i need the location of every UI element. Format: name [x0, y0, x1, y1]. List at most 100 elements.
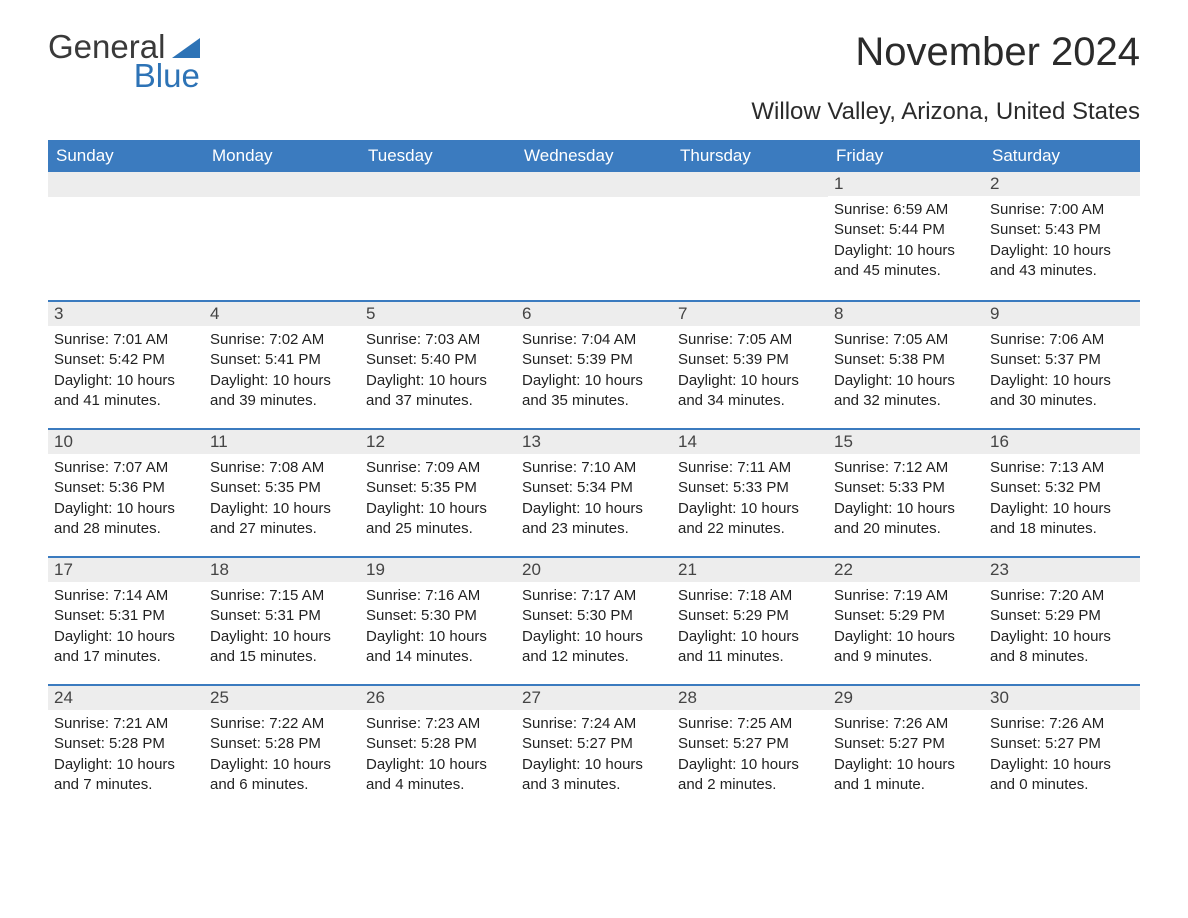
- weekday-header: Monday: [204, 140, 360, 172]
- day-details: Sunrise: 7:21 AMSunset: 5:28 PMDaylight:…: [48, 710, 204, 803]
- day-details: Sunrise: 7:19 AMSunset: 5:29 PMDaylight:…: [828, 582, 984, 675]
- sunset-label: Sunset: 5:27 PM: [522, 734, 666, 754]
- sunset-label: Sunset: 5:27 PM: [678, 734, 822, 754]
- daylight-label2: and 34 minutes.: [678, 391, 822, 411]
- sunset-label: Sunset: 5:28 PM: [54, 734, 198, 754]
- day-cell: 5Sunrise: 7:03 AMSunset: 5:40 PMDaylight…: [360, 302, 516, 428]
- day-details: Sunrise: 7:14 AMSunset: 5:31 PMDaylight:…: [48, 582, 204, 675]
- day-details: Sunrise: 7:02 AMSunset: 5:41 PMDaylight:…: [204, 326, 360, 419]
- day-details: Sunrise: 7:26 AMSunset: 5:27 PMDaylight:…: [828, 710, 984, 803]
- sunset-label: Sunset: 5:30 PM: [522, 606, 666, 626]
- daylight-label2: and 43 minutes.: [990, 261, 1134, 281]
- week-row: 1Sunrise: 6:59 AMSunset: 5:44 PMDaylight…: [48, 172, 1140, 300]
- day-number: 12: [360, 430, 516, 454]
- daylight-label: Daylight: 10 hours: [522, 371, 666, 391]
- day-cell: 4Sunrise: 7:02 AMSunset: 5:41 PMDaylight…: [204, 302, 360, 428]
- day-number: 2: [984, 172, 1140, 196]
- weekday-header: Wednesday: [516, 140, 672, 172]
- day-cell: 18Sunrise: 7:15 AMSunset: 5:31 PMDayligh…: [204, 558, 360, 684]
- sunrise-label: Sunrise: 7:17 AM: [522, 586, 666, 606]
- sunrise-label: Sunrise: 7:10 AM: [522, 458, 666, 478]
- header: General Blue November 2024: [48, 30, 1140, 92]
- day-number: 9: [984, 302, 1140, 326]
- day-details: Sunrise: 7:15 AMSunset: 5:31 PMDaylight:…: [204, 582, 360, 675]
- sunset-label: Sunset: 5:27 PM: [990, 734, 1134, 754]
- day-details: Sunrise: 7:09 AMSunset: 5:35 PMDaylight:…: [360, 454, 516, 547]
- daylight-label: Daylight: 10 hours: [522, 499, 666, 519]
- logo: General Blue: [48, 30, 200, 92]
- sunrise-label: Sunrise: 6:59 AM: [834, 200, 978, 220]
- daylight-label2: and 17 minutes.: [54, 647, 198, 667]
- weekday-header: Tuesday: [360, 140, 516, 172]
- day-details: Sunrise: 7:07 AMSunset: 5:36 PMDaylight:…: [48, 454, 204, 547]
- sunset-label: Sunset: 5:38 PM: [834, 350, 978, 370]
- daylight-label2: and 45 minutes.: [834, 261, 978, 281]
- empty-day-bar: [360, 172, 516, 197]
- sunset-label: Sunset: 5:31 PM: [210, 606, 354, 626]
- sunset-label: Sunset: 5:33 PM: [678, 478, 822, 498]
- day-cell: 1Sunrise: 6:59 AMSunset: 5:44 PMDaylight…: [828, 172, 984, 300]
- daylight-label: Daylight: 10 hours: [522, 627, 666, 647]
- day-details: Sunrise: 7:05 AMSunset: 5:39 PMDaylight:…: [672, 326, 828, 419]
- sunset-label: Sunset: 5:42 PM: [54, 350, 198, 370]
- day-cell: 15Sunrise: 7:12 AMSunset: 5:33 PMDayligh…: [828, 430, 984, 556]
- sunrise-label: Sunrise: 7:13 AM: [990, 458, 1134, 478]
- daylight-label: Daylight: 10 hours: [990, 627, 1134, 647]
- daylight-label2: and 32 minutes.: [834, 391, 978, 411]
- sunset-label: Sunset: 5:44 PM: [834, 220, 978, 240]
- sunset-label: Sunset: 5:31 PM: [54, 606, 198, 626]
- sunset-label: Sunset: 5:28 PM: [210, 734, 354, 754]
- day-cell: 19Sunrise: 7:16 AMSunset: 5:30 PMDayligh…: [360, 558, 516, 684]
- day-cell: 27Sunrise: 7:24 AMSunset: 5:27 PMDayligh…: [516, 686, 672, 812]
- month-title: November 2024: [855, 30, 1140, 75]
- sunset-label: Sunset: 5:29 PM: [990, 606, 1134, 626]
- day-number: 1: [828, 172, 984, 196]
- daylight-label: Daylight: 10 hours: [54, 627, 198, 647]
- sunrise-label: Sunrise: 7:07 AM: [54, 458, 198, 478]
- sunset-label: Sunset: 5:34 PM: [522, 478, 666, 498]
- daylight-label: Daylight: 10 hours: [210, 755, 354, 775]
- day-details: Sunrise: 7:10 AMSunset: 5:34 PMDaylight:…: [516, 454, 672, 547]
- sunrise-label: Sunrise: 7:14 AM: [54, 586, 198, 606]
- sunset-label: Sunset: 5:33 PM: [834, 478, 978, 498]
- day-cell: 8Sunrise: 7:05 AMSunset: 5:38 PMDaylight…: [828, 302, 984, 428]
- daylight-label: Daylight: 10 hours: [990, 755, 1134, 775]
- sunrise-label: Sunrise: 7:09 AM: [366, 458, 510, 478]
- day-cell: 11Sunrise: 7:08 AMSunset: 5:35 PMDayligh…: [204, 430, 360, 556]
- day-details: Sunrise: 7:25 AMSunset: 5:27 PMDaylight:…: [672, 710, 828, 803]
- day-number: 20: [516, 558, 672, 582]
- day-cell: 7Sunrise: 7:05 AMSunset: 5:39 PMDaylight…: [672, 302, 828, 428]
- day-details: Sunrise: 7:24 AMSunset: 5:27 PMDaylight:…: [516, 710, 672, 803]
- sunrise-label: Sunrise: 7:21 AM: [54, 714, 198, 734]
- sunrise-label: Sunrise: 7:16 AM: [366, 586, 510, 606]
- daylight-label2: and 37 minutes.: [366, 391, 510, 411]
- sunset-label: Sunset: 5:27 PM: [834, 734, 978, 754]
- daylight-label2: and 25 minutes.: [366, 519, 510, 539]
- week-row: 17Sunrise: 7:14 AMSunset: 5:31 PMDayligh…: [48, 556, 1140, 684]
- day-details: Sunrise: 7:11 AMSunset: 5:33 PMDaylight:…: [672, 454, 828, 547]
- day-cell: 17Sunrise: 7:14 AMSunset: 5:31 PMDayligh…: [48, 558, 204, 684]
- day-details: Sunrise: 7:03 AMSunset: 5:40 PMDaylight:…: [360, 326, 516, 419]
- sunrise-label: Sunrise: 7:06 AM: [990, 330, 1134, 350]
- week-row: 3Sunrise: 7:01 AMSunset: 5:42 PMDaylight…: [48, 300, 1140, 428]
- sunrise-label: Sunrise: 7:19 AM: [834, 586, 978, 606]
- daylight-label2: and 1 minute.: [834, 775, 978, 795]
- day-details: Sunrise: 7:23 AMSunset: 5:28 PMDaylight:…: [360, 710, 516, 803]
- day-cell: 3Sunrise: 7:01 AMSunset: 5:42 PMDaylight…: [48, 302, 204, 428]
- day-number: 25: [204, 686, 360, 710]
- day-cell: 13Sunrise: 7:10 AMSunset: 5:34 PMDayligh…: [516, 430, 672, 556]
- daylight-label: Daylight: 10 hours: [990, 499, 1134, 519]
- empty-day-bar: [672, 172, 828, 197]
- sunrise-label: Sunrise: 7:18 AM: [678, 586, 822, 606]
- day-number: 8: [828, 302, 984, 326]
- day-number: 23: [984, 558, 1140, 582]
- sunset-label: Sunset: 5:29 PM: [678, 606, 822, 626]
- sunrise-label: Sunrise: 7:11 AM: [678, 458, 822, 478]
- day-number: 17: [48, 558, 204, 582]
- daylight-label: Daylight: 10 hours: [366, 499, 510, 519]
- daylight-label: Daylight: 10 hours: [678, 371, 822, 391]
- calendar: Sunday Monday Tuesday Wednesday Thursday…: [48, 140, 1140, 812]
- daylight-label2: and 27 minutes.: [210, 519, 354, 539]
- day-cell: 22Sunrise: 7:19 AMSunset: 5:29 PMDayligh…: [828, 558, 984, 684]
- daylight-label2: and 9 minutes.: [834, 647, 978, 667]
